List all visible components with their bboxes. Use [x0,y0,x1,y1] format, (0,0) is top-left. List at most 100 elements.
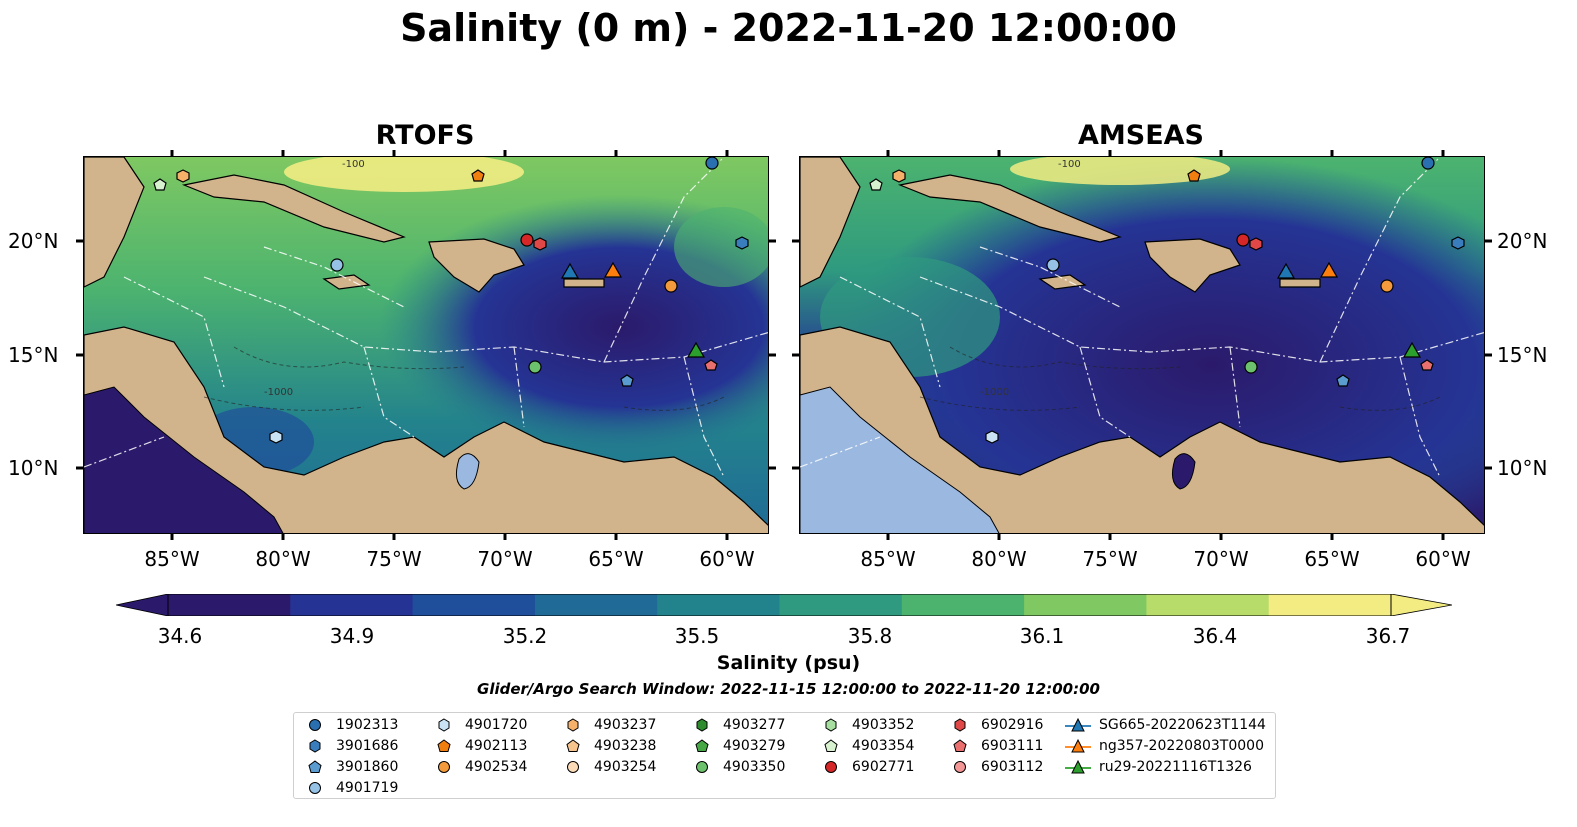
south-america-central-america-land [84,326,768,533]
colorbar [116,594,1452,616]
pentagon-marker-icon [953,739,967,752]
puerto-rico-land [1279,278,1321,288]
circle-marker-icon [309,719,321,731]
marker-ru29 [1402,341,1422,358]
marker-1902313 [1421,157,1435,170]
lon-tick-label: 65°W [1304,547,1360,571]
marker-4902113 [471,169,485,182]
colorbar-tick: 34.6 [157,624,203,648]
colorbar-segment [779,594,903,616]
lat-tick-label: 10°N [1497,456,1548,480]
colorbar-segment [534,594,658,616]
marker-3901860 [1336,374,1350,387]
marker-3901686 [1451,236,1465,250]
hexagon-marker-icon [696,718,708,732]
hexagon-marker-icon [954,718,966,732]
bathymetry-contours [203,346,725,411]
pacific-ocean [800,386,1000,533]
marker-ru29 [686,341,706,358]
eez-boundaries [800,157,1484,478]
lon-tick-label: 75°W [1082,547,1138,571]
colorbar-segment [1146,594,1270,616]
hexagon-marker-icon [309,739,321,753]
circle-marker-icon [567,761,579,773]
legend-label: 4903354 [852,738,915,754]
circle-marker-icon [438,761,450,773]
rtofs-panel-title: RTOFS [375,120,475,151]
marker-4903237 [892,169,906,183]
legend-label: 6902916 [981,717,1044,733]
figure-title: Salinity (0 m) - 2022-11-20 12:00:00 [400,6,1177,50]
lon-tick-label: 60°W [1415,547,1471,571]
cuba-land [897,174,1122,243]
legend-label: 6903111 [981,738,1044,754]
marker-6903111 [1420,359,1434,371]
colorbar-segment [168,594,291,616]
colorbar-tick: 36.1 [1019,624,1065,648]
colorbar-tick: 36.4 [1192,624,1238,648]
legend-label: 3901860 [336,759,399,775]
legend: 1902313 3901686 3901860 4901719 4901720 49021… [293,712,1276,799]
marker-4901720 [269,430,283,444]
colorbar-segment [1024,594,1147,616]
legend-label: ru29-20221116T1326 [1099,759,1252,775]
legend-label: 4903350 [723,759,786,775]
pentagon-marker-icon [824,739,838,752]
bathymetry-contours [919,346,1441,411]
lat-tick-label: 15°N [8,343,59,367]
eez-boundaries [84,157,768,478]
legend-label: 4903238 [594,738,657,754]
lon-tick-label: 70°W [477,547,533,571]
lat-tick-label: 20°N [8,229,59,253]
contour-label: -100 [1058,159,1081,170]
hexagon-marker-icon [567,718,579,732]
hexagon-marker-icon [438,718,450,732]
amseas-panel-title: AMSEAS [1078,120,1204,151]
lon-tick-label: 65°W [588,547,644,571]
circle-marker-icon [954,761,966,773]
colorbar-label: Salinity (psu) [716,652,861,674]
marker-sg665 [1276,262,1296,279]
legend-label: 6902771 [852,759,915,775]
colorbar-extend-max [1390,594,1452,616]
marker-ng357 [603,261,623,278]
colorbar-extend-min [116,594,169,616]
colorbar-tick: 35.5 [674,624,720,648]
lon-tick-label: 80°W [255,547,311,571]
colorbar-segment [901,594,1025,616]
circle-marker-icon [825,761,837,773]
lake-maracaibo [455,453,480,490]
marker-4903350 [528,360,542,374]
marker-4903354 [869,178,883,191]
lon-tick-label: 60°W [699,547,755,571]
legend-label: 4903254 [594,759,657,775]
pentagon-marker-icon [566,739,580,752]
marker-4901720 [985,430,999,444]
marker-6902916 [533,237,547,251]
hexagon-marker-icon [825,718,837,732]
hispaniola-land [1144,238,1241,293]
yucatan-land [800,157,861,288]
marker-4902534 [664,279,678,293]
circle-marker-icon [696,761,708,773]
legend-label: 4903352 [852,717,915,733]
pentagon-marker-icon [437,739,451,752]
lon-tick-label: 75°W [366,547,422,571]
legend-label: 4902534 [465,759,528,775]
marker-4901719 [1046,258,1060,272]
circle-marker-icon [309,782,321,794]
colorbar-tick: 35.2 [502,624,548,648]
hispaniola-land [428,238,525,293]
marker-4903354 [153,178,167,191]
amseas-map: -100 -1000 [799,156,1485,534]
marker-6903111 [704,359,718,371]
legend-label: ng357-20220803T0000 [1099,738,1264,754]
lat-tick-label: 15°N [1497,343,1548,367]
colorbar-segment [657,594,780,616]
south-america-central-america-land [800,326,1484,533]
legend-label: 4903237 [594,717,657,733]
lake-maracaibo [1171,453,1196,490]
colorbar-tick: 34.9 [329,624,375,648]
marker-3901860 [620,374,634,387]
marker-6902771 [1236,233,1250,247]
